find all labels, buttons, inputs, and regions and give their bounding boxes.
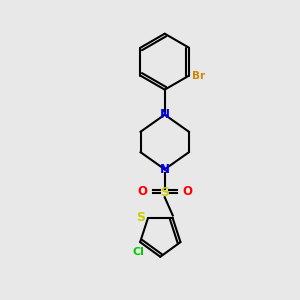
Text: Br: Br	[193, 71, 206, 81]
Text: S: S	[136, 211, 145, 224]
Text: N: N	[160, 163, 170, 176]
Text: O: O	[182, 185, 192, 198]
Text: S: S	[160, 186, 169, 200]
Text: O: O	[137, 185, 147, 198]
Text: Cl: Cl	[133, 247, 145, 256]
Text: N: N	[160, 108, 170, 121]
